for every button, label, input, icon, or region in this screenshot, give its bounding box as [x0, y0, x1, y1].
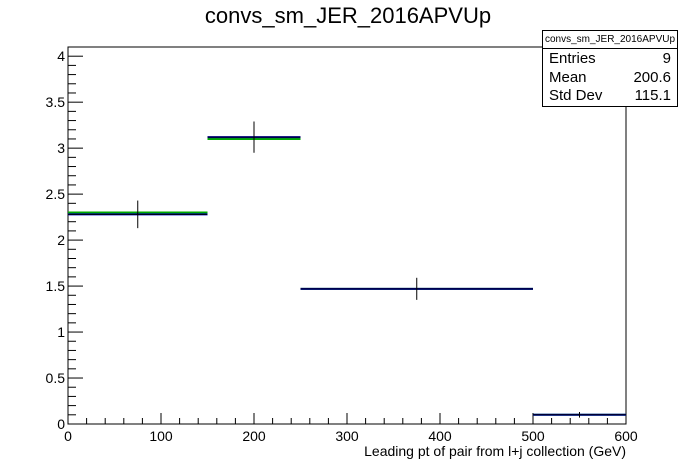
stats-label-mean: Mean — [549, 68, 587, 86]
y-tick-label: 3 — [57, 140, 65, 156]
x-tick-label: 200 — [242, 428, 266, 444]
y-tick-label: 2.5 — [46, 186, 66, 202]
x-tick-label: 500 — [521, 428, 545, 444]
stats-row-stddev: Std Dev 115.1 — [543, 86, 677, 105]
stats-row-entries: Entries 9 — [543, 49, 677, 68]
y-tick-label: 1.5 — [46, 278, 66, 294]
stats-row-mean: Mean 200.6 — [543, 68, 677, 87]
y-tick-label: 4 — [57, 48, 65, 64]
stats-box: convs_sm_JER_2016APVUp Entries 9 Mean 20… — [542, 30, 678, 107]
x-tick-label: 600 — [614, 428, 638, 444]
y-tick-label: 0.5 — [46, 370, 66, 386]
stats-value-entries: 9 — [662, 50, 671, 67]
stats-label-stddev: Std Dev — [549, 87, 603, 104]
stats-value-stddev: 115.1 — [634, 87, 671, 104]
x-tick-label: 100 — [149, 428, 173, 444]
x-tick-label: 400 — [428, 428, 452, 444]
x-tick-label: 0 — [64, 428, 72, 444]
chart-title: convs_sm_JER_2016APVUp — [204, 3, 492, 28]
x-axis-label: Leading pt of pair from l+j collection (… — [364, 443, 626, 459]
y-tick-label: 2 — [57, 232, 65, 248]
y-tick-label: 1 — [57, 324, 65, 340]
y-tick-label: 0 — [57, 416, 65, 432]
y-tick-label: 3.5 — [46, 94, 66, 110]
stats-box-title: convs_sm_JER_2016APVUp — [543, 31, 677, 49]
stats-value-mean: 200.6 — [633, 68, 671, 86]
stats-label-entries: Entries — [549, 50, 596, 67]
x-tick-label: 300 — [335, 428, 359, 444]
